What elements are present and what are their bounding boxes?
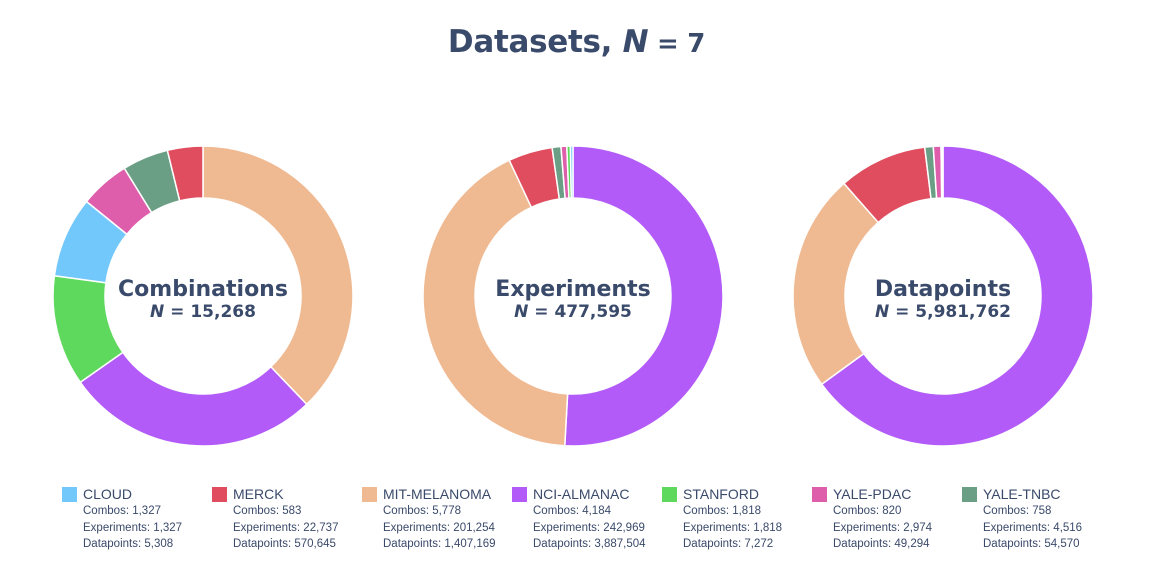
legend-stat: Datapoints: 7,272 [683, 538, 774, 550]
legend-stat: Datapoints: 5,308 [83, 538, 174, 550]
legend-swatch [662, 486, 677, 502]
slice-mit-melanoma[interactable] [202, 145, 354, 406]
legend-swatch [512, 486, 527, 502]
legend-stat: Combos: 1,327 [83, 505, 161, 517]
legend-stat: Combos: 1,818 [683, 505, 761, 517]
chart-title-n-symbol: N [622, 24, 649, 60]
donut-center-n: N = 5,981,762 [875, 302, 1011, 322]
legend-label: YALE-PDAC [833, 486, 912, 502]
legend-stat: Datapoints: 1,407,169 [383, 538, 496, 550]
donut-center-title: Combinations [118, 277, 288, 302]
slice-mit-melanoma[interactable] [422, 159, 569, 447]
slice-nci-almanac[interactable] [79, 351, 308, 447]
donut-center-title: Datapoints [875, 277, 1011, 302]
legend-swatch [812, 486, 827, 502]
legend-stat: Experiments: 1,327 [83, 521, 183, 534]
legend-label: YALE-TNBC [983, 486, 1061, 502]
slice-merck[interactable] [166, 145, 204, 202]
legend-stat: Combos: 583 [233, 505, 302, 517]
legend-label: CLOUD [83, 486, 133, 502]
legend-swatch [212, 486, 227, 502]
legend-swatch [362, 486, 377, 502]
donut-center-n: N = 477,595 [514, 302, 632, 322]
legend-item-stanford[interactable]: STANFORD Combos: 1,818 Experiments: 1,818 D… [662, 486, 812, 553]
legend-item-yale-pdac[interactable]: YALE-PDAC Combos: 820 Experiments: 2,974 Da… [812, 486, 962, 553]
legend-stat: Experiments: 242,969 [533, 521, 645, 534]
legend-item-cloud[interactable]: CLOUD Combos: 1,327 Experiments: 1,327 Data… [62, 486, 212, 553]
legend-item-mit-melanoma[interactable]: MIT-MELANOMA Combos: 5,778 Experiments: 20… [362, 486, 512, 553]
legend-label: MIT-MELANOMA [383, 486, 492, 502]
legend-stat: Experiments: 1,818 [683, 521, 783, 534]
legend-swatch [62, 486, 77, 502]
legend-stat: Experiments: 201,254 [383, 521, 495, 534]
legend: CLOUD Combos: 1,327 Experiments: 1,327 Data… [0, 486, 1153, 566]
slice-cloud[interactable] [569, 145, 574, 199]
chart-title-text: Datasets, [447, 24, 613, 60]
legend-item-yale-tnbc[interactable]: YALE-TNBC Combos: 758 Experiments: 4,516 Da… [962, 486, 1112, 553]
donut-center-n: N = 15,268 [150, 302, 256, 322]
legend-label: NCI-ALMANAC [533, 486, 630, 502]
legend-label: STANFORD [683, 486, 759, 502]
chart-title: Datasets, N = 7 [0, 24, 1153, 60]
legend-stat: Combos: 758 [983, 505, 1052, 517]
legend-swatch [962, 486, 977, 502]
slice-cloud[interactable] [941, 145, 944, 199]
legend-stat: Experiments: 4,516 [983, 521, 1083, 534]
legend-item-merck[interactable]: MERCK Combos: 583 Experiments: 22,737 Datap… [212, 486, 362, 553]
chart-title-n-value: = 7 [648, 29, 706, 59]
legend-stat: Experiments: 2,974 [833, 521, 933, 534]
legend-stat: Combos: 5,778 [383, 505, 461, 517]
slice-mit-melanoma[interactable] [792, 182, 880, 386]
legend-stat: Datapoints: 570,645 [233, 538, 336, 550]
legend-stat: Datapoints: 49,294 [833, 538, 930, 550]
legend-label: MERCK [233, 486, 284, 502]
legend-item-nci-almanac[interactable]: NCI-ALMANAC Combos: 4,184 Experiments: 242… [512, 486, 662, 553]
legend-stat: Datapoints: 3,887,504 [533, 538, 646, 550]
legend-stat: Combos: 820 [833, 505, 902, 517]
legend-stat: Combos: 4,184 [533, 505, 611, 517]
legend-stat: Datapoints: 54,570 [983, 538, 1080, 550]
legend-stat: Experiments: 22,737 [233, 521, 339, 534]
slice-nci-almanac[interactable] [563, 145, 724, 447]
donut-center-title: Experiments [495, 277, 650, 302]
slice-nci-almanac[interactable] [820, 145, 1094, 447]
